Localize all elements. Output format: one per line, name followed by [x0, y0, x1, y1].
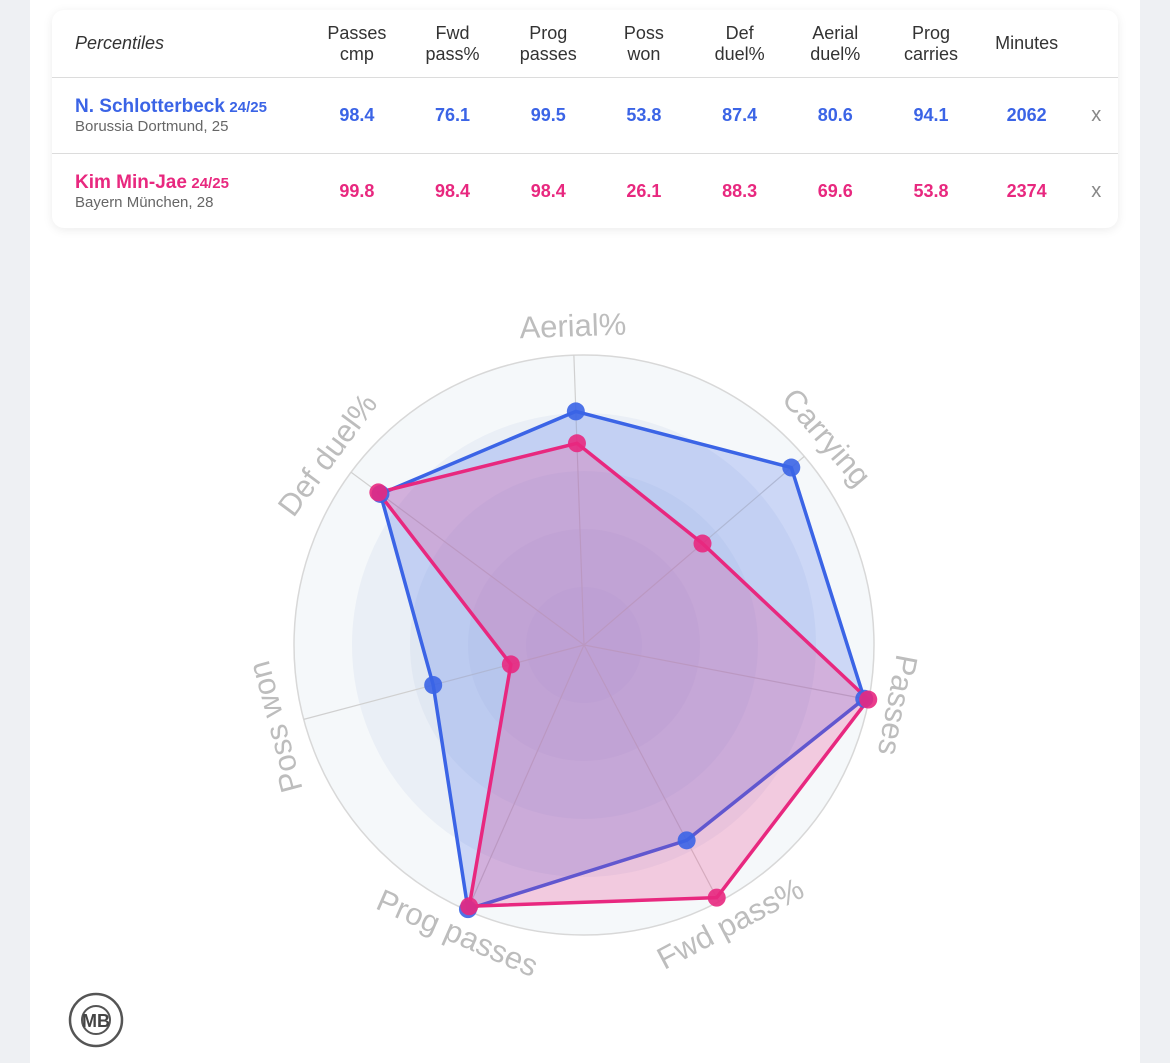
- remove-button[interactable]: x: [1091, 180, 1102, 202]
- stat-value: 2374: [1006, 181, 1047, 201]
- stat-value: 2062: [1006, 105, 1047, 125]
- stat-value: 53.8: [626, 105, 662, 125]
- data-point: [369, 483, 388, 502]
- data-point: [859, 690, 878, 709]
- spoke: [583, 644, 720, 903]
- stat-value: 76.1: [435, 105, 471, 125]
- spoke: [350, 471, 585, 646]
- data-point: [460, 897, 479, 916]
- spoke: [466, 644, 585, 911]
- player-name: Kim Min-Jae: [75, 172, 187, 193]
- stat-value: 99.5: [530, 105, 566, 125]
- logo: MB: [68, 992, 124, 1048]
- player-name: N. Schlotterbeck: [75, 96, 225, 117]
- stat-value: 26.1: [626, 181, 662, 201]
- column-header: Prog passes: [519, 22, 577, 64]
- column-header: Def duel%: [714, 22, 765, 64]
- column-header: Prog carries: [903, 22, 958, 64]
- data-point: [501, 655, 520, 674]
- series-area: [376, 441, 870, 909]
- data-point: [693, 534, 712, 553]
- spoke: [583, 455, 805, 646]
- stat-value: 87.4: [722, 105, 758, 125]
- table-header: Percentiles Passes cmp Fwd pass% Prog passe…: [52, 10, 1118, 77]
- comparison-table: Percentiles Passes cmp Fwd pass% Prog passe…: [52, 10, 1118, 228]
- player-line: N. Schlotterbeck 24/25: [75, 96, 309, 118]
- column-header: Passes cmp: [327, 22, 387, 64]
- logo-inner: [81, 1005, 111, 1035]
- column-header: Aerial duel%: [810, 22, 861, 64]
- stat-value: 88.3: [722, 181, 758, 201]
- season: 24/25: [191, 175, 229, 192]
- stat-value: 98.4: [530, 181, 566, 201]
- club: Bayern München, 28: [75, 194, 214, 211]
- club: Borussia Dortmund, 25: [75, 118, 229, 135]
- logo-circle: [68, 992, 124, 1048]
- spoke: [583, 644, 869, 701]
- axis-label: Passes: [871, 652, 925, 758]
- remove-button[interactable]: x: [1091, 104, 1102, 126]
- table-body: N. Schlotterbeck 24/25 Borussia Dortmund,…: [52, 77, 1118, 229]
- data-point: [424, 676, 443, 695]
- data-point: [567, 434, 586, 453]
- stat-value: 99.8: [339, 181, 375, 201]
- player-cell: Kim Min-Jae 24/25 Bayern München, 28: [75, 172, 309, 211]
- stat-value: 53.8: [913, 181, 949, 201]
- stat-value: 69.6: [817, 181, 853, 201]
- data-point: [782, 458, 801, 477]
- series-area: [378, 409, 867, 911]
- stat-value: 98.4: [435, 181, 471, 201]
- player-row: Kim Min-Jae 24/25 Bayern München, 28 99.8 9…: [52, 153, 1118, 229]
- logo-text: MB: [82, 1011, 110, 1031]
- data-point: [707, 888, 726, 907]
- spoke: [303, 644, 585, 720]
- column-header: Percentiles: [75, 33, 165, 53]
- stat-value: 80.6: [817, 105, 853, 125]
- player-row: N. Schlotterbeck 24/25 Borussia Dortmund,…: [52, 77, 1118, 153]
- data-point: [677, 831, 696, 850]
- season: 24/25: [229, 99, 267, 116]
- stat-value: 98.4: [339, 105, 375, 125]
- axis-label: Aerial%: [519, 307, 627, 346]
- player-line: Kim Min-Jae 24/25: [75, 172, 309, 194]
- stat-value: 94.1: [913, 105, 949, 125]
- column-header: Fwd pass%: [425, 22, 480, 64]
- player-cell: N. Schlotterbeck 24/25 Borussia Dortmund,…: [75, 96, 309, 135]
- column-header: Minutes: [995, 33, 1059, 53]
- column-header: Poss won: [623, 22, 664, 64]
- data-point: [566, 402, 585, 421]
